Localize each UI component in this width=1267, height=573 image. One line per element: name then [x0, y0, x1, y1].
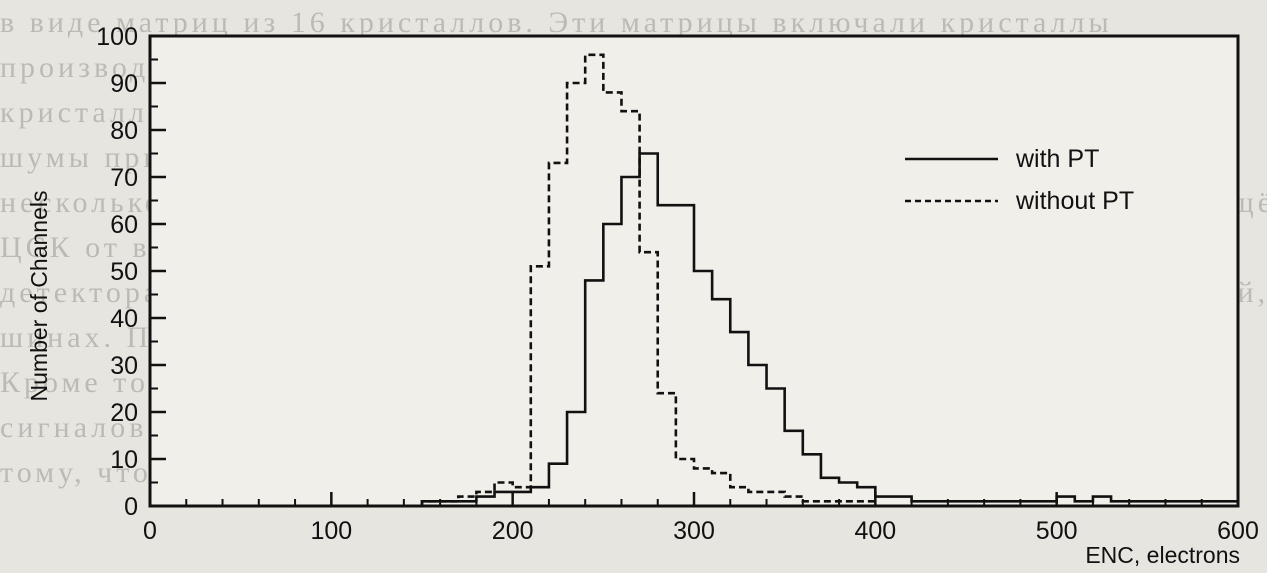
legend-label-with-pt: with PT: [1015, 145, 1099, 173]
histogram-bin: [712, 473, 730, 506]
histogram-bin: [767, 492, 785, 506]
y-tick-label: 70: [110, 164, 138, 192]
histogram-bin: [621, 111, 639, 506]
series-without-pt: [420, 53, 877, 507]
histogram-bin: [676, 459, 694, 506]
histogram-bin: [603, 92, 621, 506]
x-tick-label: 300: [673, 517, 715, 545]
histogram-bin: [495, 483, 513, 507]
x-tick-label: 500: [1036, 517, 1078, 545]
histogram-bin: [476, 492, 494, 506]
histogram-bin: [730, 487, 748, 506]
histogram-bin: [513, 487, 531, 506]
histogram-bin: [748, 492, 766, 506]
x-tick-label: 0: [143, 517, 157, 545]
histogram-bin: [730, 332, 748, 506]
y-tick-label: 20: [110, 399, 138, 427]
x-axis-label: ENC, electrons: [1085, 542, 1240, 568]
y-axis-label: Number of Channels: [26, 191, 52, 402]
y-tick-label: 60: [110, 211, 138, 239]
x-tick-label: 600: [1217, 517, 1259, 545]
histogram-bin: [694, 468, 712, 506]
series-line: [420, 152, 1240, 506]
histogram-bin: [585, 55, 603, 506]
y-tick-label: 50: [110, 258, 138, 286]
histogram-bin: [803, 454, 821, 506]
y-tick-label: 10: [110, 446, 138, 474]
y-tick-label: 80: [110, 117, 138, 145]
series-with-pt: [420, 152, 1240, 507]
background-text-line: в виде матриц из 16 кристаллов. Эти матр…: [0, 6, 1113, 39]
histogram-bin: [567, 83, 585, 506]
histogram-bin: [658, 393, 676, 506]
histogram-bin: [767, 389, 785, 507]
series-line: [420, 53, 877, 506]
y-tick-label: 30: [110, 352, 138, 380]
y-tick-label: 100: [96, 23, 138, 51]
x-tick-label: 100: [310, 517, 352, 545]
histogram-bin: [640, 252, 658, 506]
histogram-bin: [531, 266, 549, 506]
x-tick-label: 400: [854, 517, 896, 545]
histogram-bin: [549, 163, 567, 506]
histogram-bin: [748, 365, 766, 506]
x-tick-label: 200: [492, 517, 534, 545]
y-tick-label: 40: [110, 305, 138, 333]
y-tick-label: 0: [124, 493, 138, 521]
y-tick-label: 90: [110, 70, 138, 98]
legend: with PT without PT: [905, 145, 1134, 215]
histogram-bin: [785, 431, 803, 506]
legend-label-without-pt: without PT: [1015, 187, 1134, 215]
